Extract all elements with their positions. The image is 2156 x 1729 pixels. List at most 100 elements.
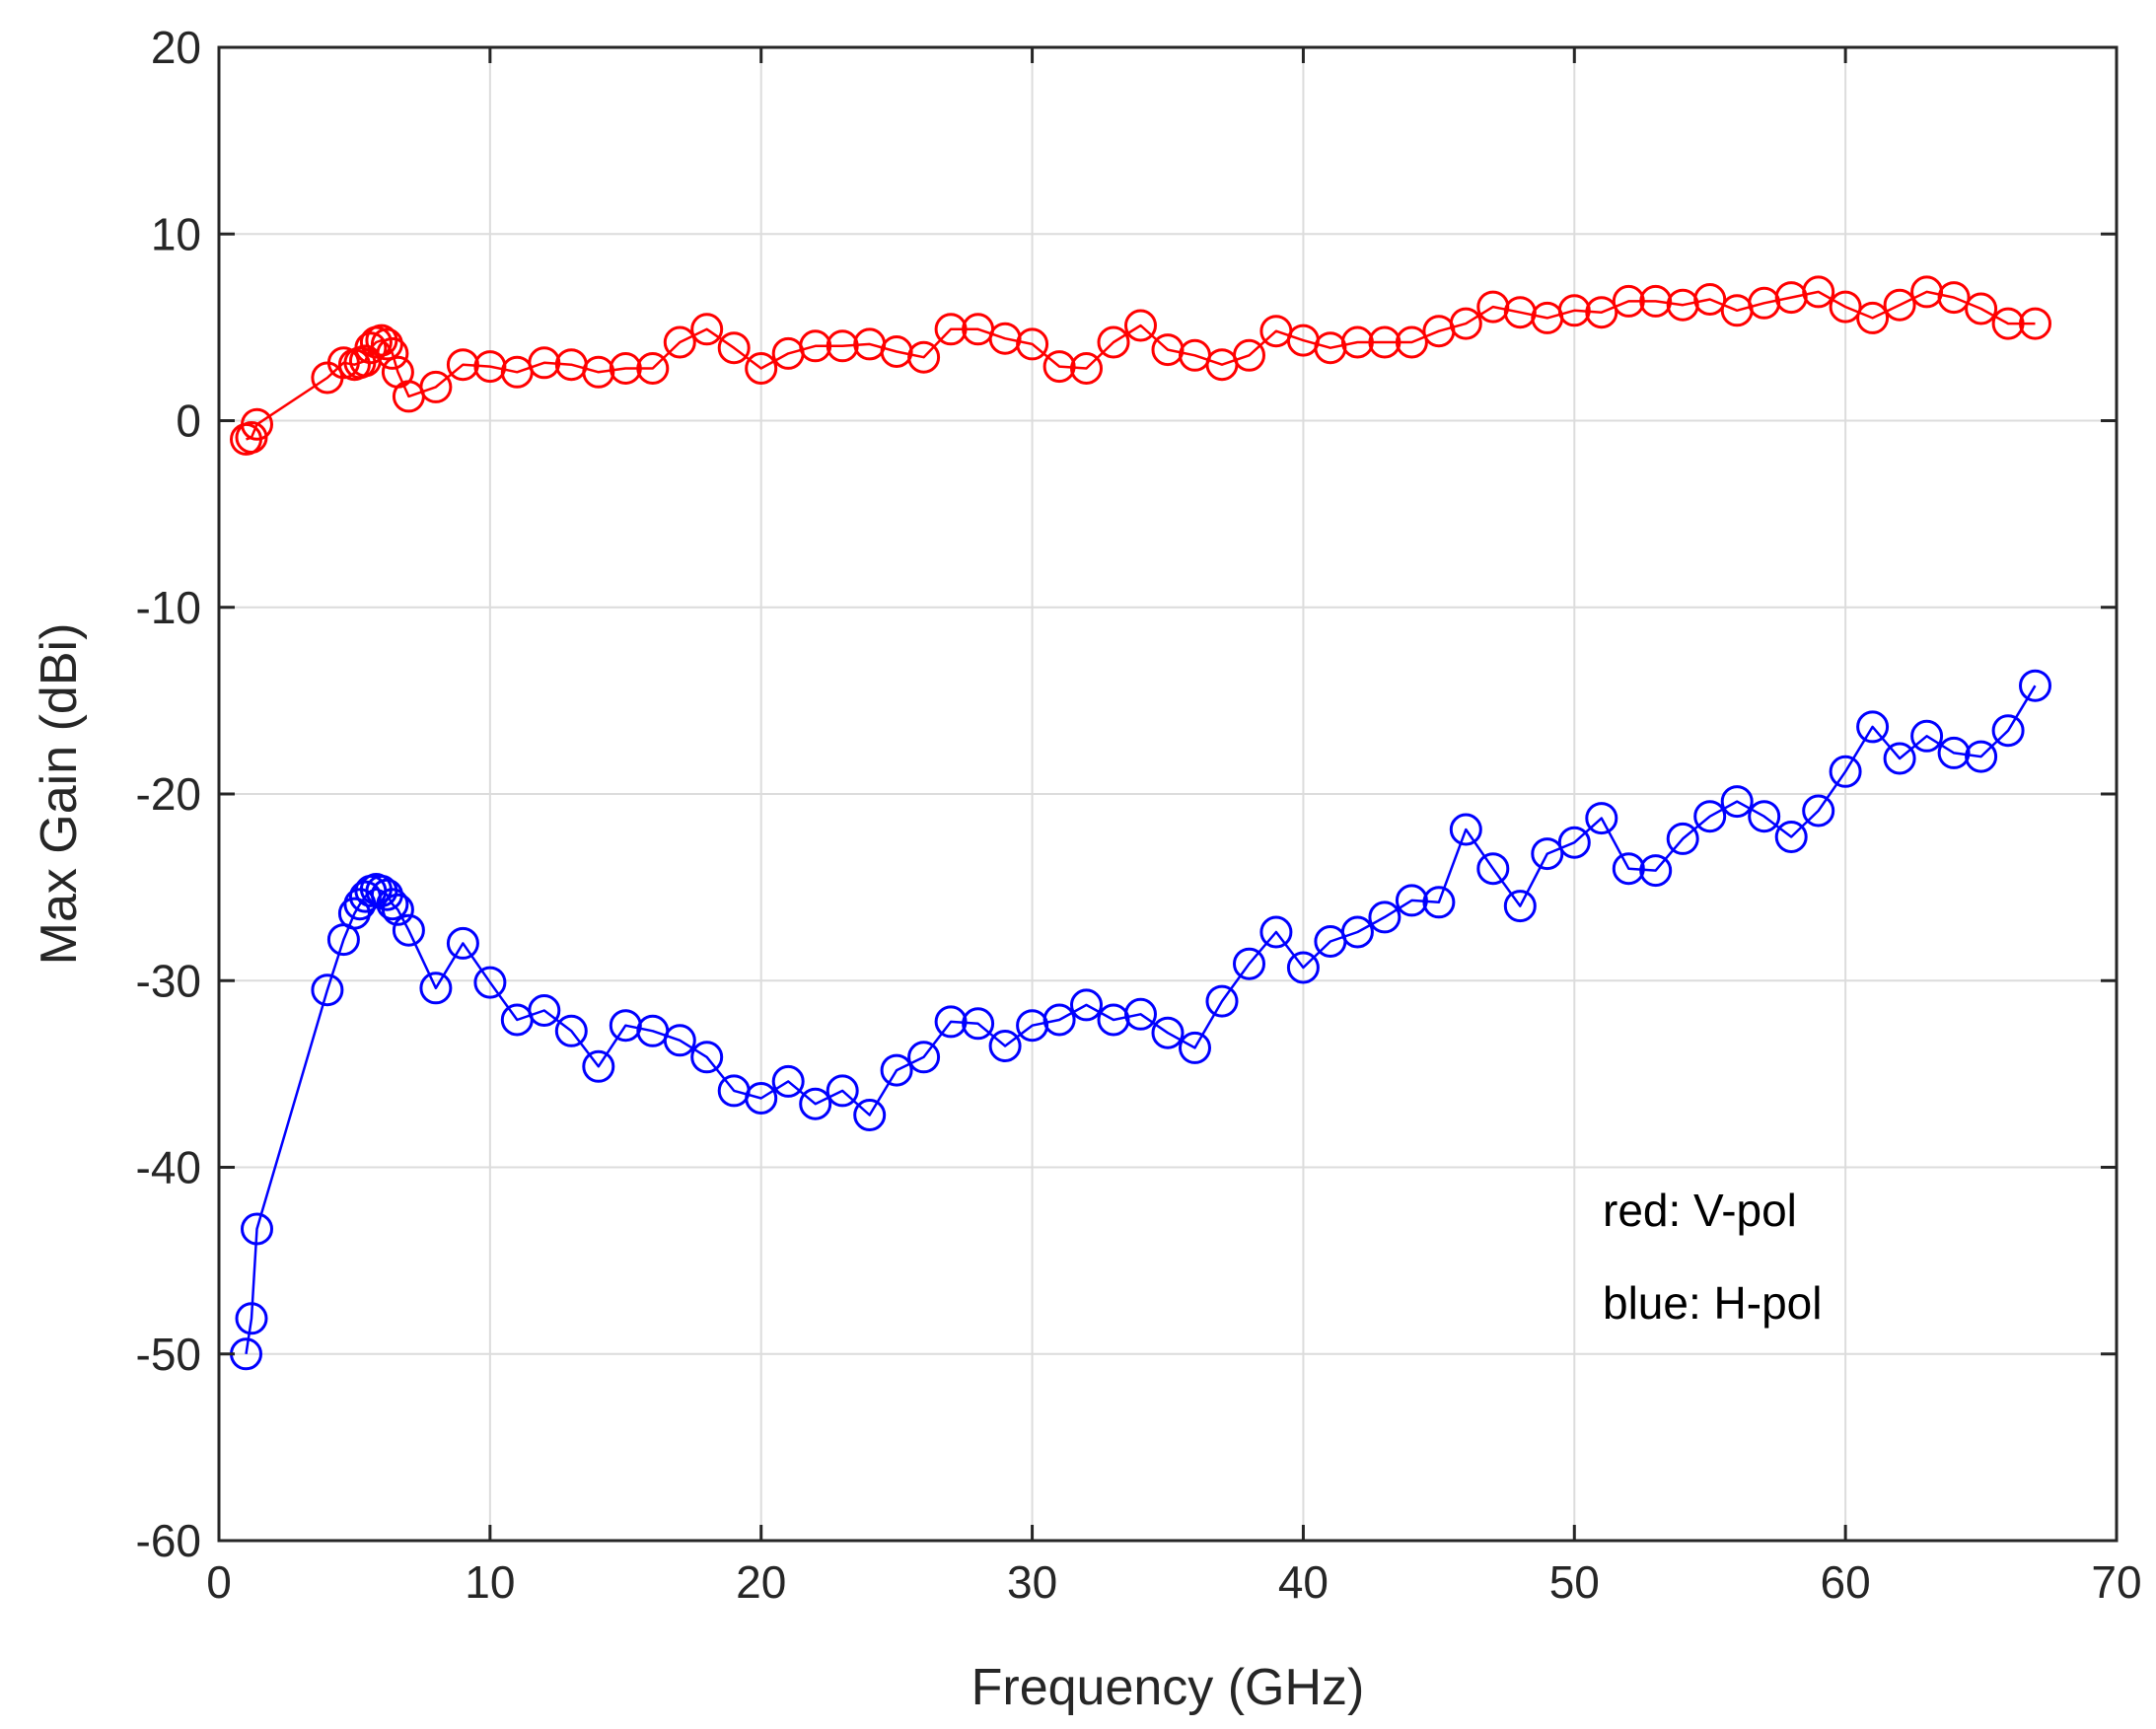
data-point-v-pol <box>1340 325 1374 359</box>
y-tick-label: -50 <box>136 1329 201 1380</box>
data-point-h-pol <box>337 897 371 930</box>
data-point-h-pol <box>1368 901 1401 934</box>
data-point-h-pol <box>1585 802 1618 835</box>
data-point-h-pol <box>1531 837 1564 871</box>
data-point-v-pol <box>1368 325 1401 359</box>
data-point-h-pol <box>962 1007 995 1041</box>
data-point-v-pol <box>609 352 642 385</box>
series-v-pol <box>230 275 2051 456</box>
x-tick-label: 60 <box>1821 1556 1871 1608</box>
data-point-h-pol <box>1286 951 1320 984</box>
data-point-h-pol <box>1666 822 1699 855</box>
data-point-v-pol <box>370 327 403 361</box>
data-point-v-pol <box>1937 281 1971 315</box>
y-axis-label: Max Gain (dBi) <box>31 623 88 966</box>
data-point-h-pol <box>1259 915 1293 949</box>
data-point-h-pol <box>1503 890 1537 923</box>
data-point-v-pol <box>1016 327 1049 361</box>
data-point-h-pol <box>1476 852 1510 886</box>
x-tick-label: 40 <box>1278 1556 1329 1608</box>
data-point-v-pol <box>1097 325 1130 359</box>
data-point-h-pol <box>473 966 507 999</box>
data-point-h-pol <box>1179 1031 1211 1064</box>
data-point-v-pol <box>1395 325 1428 359</box>
data-point-v-pol <box>690 313 724 346</box>
data-point-h-pol <box>799 1087 832 1120</box>
data-point-h-pol <box>2019 669 2051 702</box>
data-point-h-pol <box>1693 800 1727 833</box>
data-point-h-pol <box>745 1082 778 1115</box>
data-point-v-pol <box>528 346 561 380</box>
data-point-h-pol <box>907 1041 941 1074</box>
data-point-h-pol <box>663 1024 696 1057</box>
data-point-h-pol <box>1856 710 1890 744</box>
data-point-h-pol <box>446 926 479 960</box>
data-point-h-pol <box>1340 915 1374 949</box>
y-tick-label: 20 <box>151 22 201 73</box>
data-point-v-pol <box>376 336 409 370</box>
data-point-v-pol <box>1449 307 1482 340</box>
data-point-v-pol <box>241 407 273 441</box>
axis-ticks: 0 10 20 30 40 50 60 70 -60 -50 -40 -30 -20 -10 0 10 20 <box>136 22 2142 1608</box>
data-point-h-pol <box>528 994 561 1027</box>
y-tick-label: -60 <box>136 1515 201 1566</box>
data-point-v-pol <box>1070 352 1103 385</box>
data-point-h-pol <box>988 1030 1022 1062</box>
data-point-v-pol <box>717 331 751 365</box>
data-point-v-pol <box>1585 296 1618 329</box>
y-tick-label: -30 <box>136 955 201 1006</box>
data-point-h-pol <box>392 913 425 947</box>
data-point-h-pol <box>1937 736 1971 769</box>
data-point-h-pol <box>1991 714 2025 748</box>
data-point-v-pol <box>1124 309 1157 342</box>
data-point-h-pol <box>1395 884 1428 917</box>
data-point-h-pol <box>1720 785 1754 819</box>
data-point-v-pol <box>1639 284 1673 318</box>
data-point-h-pol <box>419 972 453 1005</box>
data-point-h-pol <box>934 1005 968 1039</box>
data-point-v-pol <box>1557 294 1591 327</box>
data-point-h-pol <box>311 973 344 1007</box>
data-point-v-pol <box>1965 292 1998 325</box>
data-point-v-pol <box>934 313 968 346</box>
data-point-h-pol <box>235 1302 268 1335</box>
data-point-h-pol <box>1422 886 1456 919</box>
data-point-h-pol <box>690 1041 724 1074</box>
x-tick-label: 0 <box>206 1556 232 1608</box>
data-point-h-pol <box>1883 742 1916 775</box>
x-axis-label: Frequency (GHz) <box>971 1659 1365 1716</box>
data-point-h-pol <box>1557 826 1591 859</box>
data-point-h-pol <box>1070 988 1103 1022</box>
data-point-v-pol <box>1042 350 1076 384</box>
data-point-h-pol <box>554 1014 588 1047</box>
y-tick-label: -10 <box>136 582 201 633</box>
y-tick-label: 0 <box>176 396 201 447</box>
data-point-h-pol <box>880 1053 913 1087</box>
data-point-v-pol <box>1612 284 1645 318</box>
data-point-v-pol <box>745 352 778 385</box>
x-tick-label: 30 <box>1007 1556 1057 1608</box>
data-point-v-pol <box>2019 307 2051 340</box>
data-point-h-pol <box>1205 984 1239 1018</box>
y-tick-label: -40 <box>136 1142 201 1193</box>
data-point-h-pol <box>1233 947 1265 980</box>
data-point-v-pol <box>1233 338 1265 372</box>
data-point-h-pol <box>582 1049 615 1083</box>
data-point-h-pol <box>1965 740 1998 773</box>
data-point-h-pol <box>1124 997 1157 1031</box>
x-tick-label: 50 <box>1549 1556 1600 1608</box>
data-point-v-pol <box>354 331 388 365</box>
data-point-v-pol <box>1802 275 1835 309</box>
data-point-v-pol <box>1829 290 1862 324</box>
data-point-h-pol <box>241 1212 273 1246</box>
y-tick-label: -20 <box>136 768 201 820</box>
data-point-h-pol <box>1151 1016 1185 1049</box>
data-point-v-pol <box>799 329 832 363</box>
y-tick-label: 10 <box>151 208 201 259</box>
data-point-h-pol <box>1829 755 1862 788</box>
data-point-v-pol <box>1883 288 1916 322</box>
data-point-h-pol <box>1802 794 1835 828</box>
data-point-v-pol <box>446 348 479 382</box>
